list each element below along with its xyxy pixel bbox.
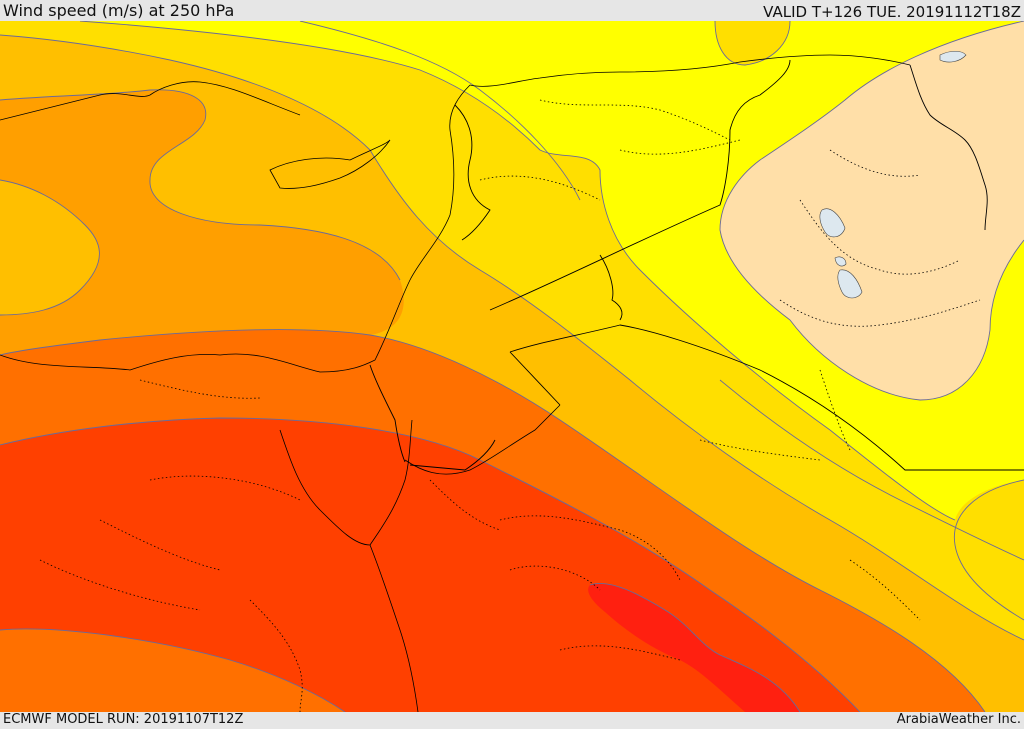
country-borders <box>369 59 1024 471</box>
wind-band-8 <box>588 583 800 712</box>
wind-band-4-lobe <box>0 180 100 315</box>
wind-band-6-lobe <box>0 629 345 712</box>
map-title: Wind speed (m/s) at 250 hPa <box>3 1 235 20</box>
lakes <box>819 50 967 299</box>
isotach-contours <box>0 21 1024 712</box>
wind-band-3-patch-top <box>715 21 790 65</box>
wind-speed-map[interactable] <box>0 21 1024 712</box>
wind-band-5-lobe <box>0 89 404 355</box>
model-run-label: ECMWF MODEL RUN: 20191107T12Z <box>3 712 244 727</box>
wind-band-1 <box>720 21 1024 400</box>
footer-bar: ECMWF MODEL RUN: 20191107T12Z ArabiaWeat… <box>0 712 1024 729</box>
valid-time-label: VALID T+126 TUE. 20191112T18Z <box>763 3 1021 21</box>
credit-label: ArabiaWeather Inc. <box>896 712 1021 727</box>
admin-boundaries <box>39 99 981 712</box>
header-bar: Wind speed (m/s) at 250 hPa VALID T+126 … <box>0 0 1024 21</box>
coastlines <box>0 54 911 712</box>
wind-band-3-patch <box>954 480 1024 620</box>
